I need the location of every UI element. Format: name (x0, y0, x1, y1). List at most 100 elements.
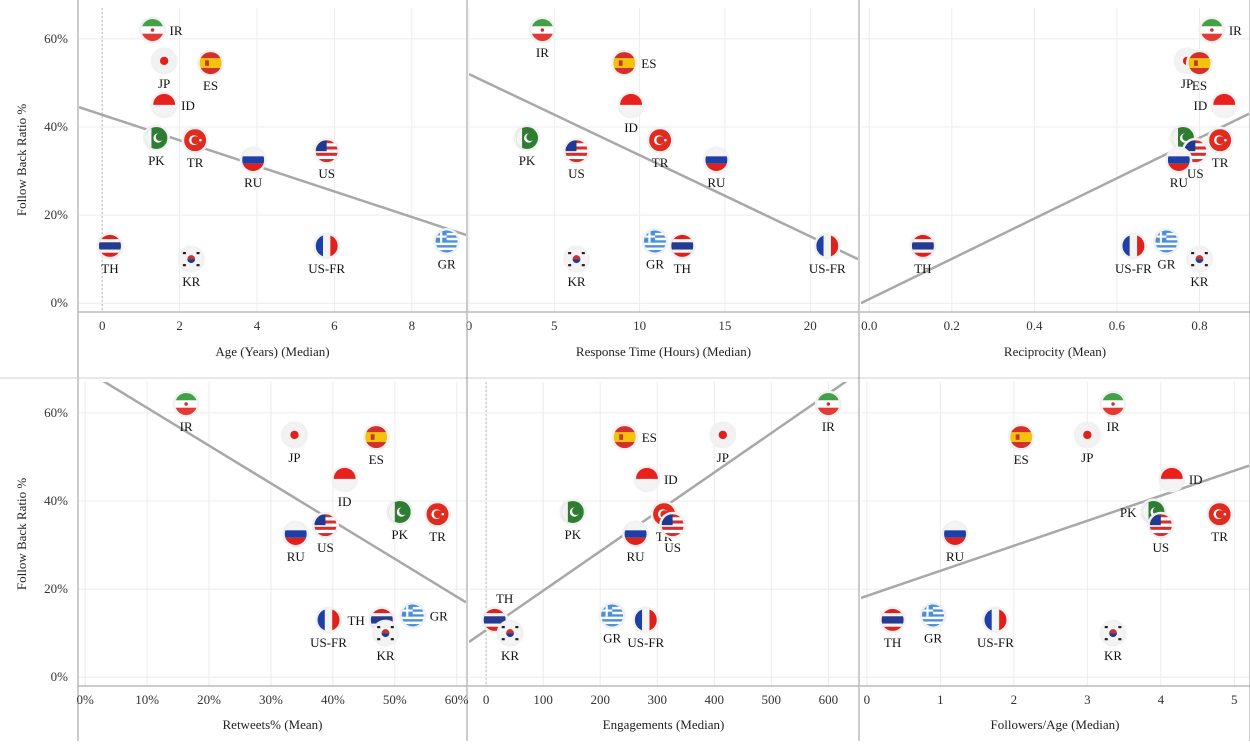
flag-marker-ru (941, 520, 969, 548)
x-tick-label: 0% (77, 692, 95, 707)
point-label: TH (914, 261, 931, 276)
flag-marker-id (150, 91, 178, 119)
flag-marker-pk (559, 498, 587, 526)
point-label: KR (1190, 274, 1208, 289)
point-label: RU (707, 175, 726, 190)
flag-marker-kr (1185, 245, 1213, 273)
flag-marker-kr (496, 619, 524, 647)
x-tick-label: 0.6 (1109, 318, 1126, 333)
point-label: GR (646, 257, 664, 272)
x-axis-title: Followers/Age (Median) (991, 717, 1120, 732)
y-tick-label: 40% (44, 119, 68, 134)
scatter-panel: 0 5 10 15 20 Response Time (Hours) (Median) (466, 0, 860, 372)
flag-marker-us-fr (1119, 232, 1147, 260)
point-label: JP (158, 76, 170, 91)
flag-marker-us (659, 511, 687, 539)
flag-marker-jp (280, 421, 308, 449)
x-tick-label: 4 (1158, 692, 1165, 707)
point-label: RU (1170, 175, 1189, 190)
flag-marker-id (1158, 465, 1186, 493)
point-label: ES (369, 452, 384, 467)
point-label: IR (180, 419, 193, 434)
point-label: TH (496, 591, 513, 606)
point-label: TH (347, 613, 364, 628)
flag-marker-es (610, 49, 638, 77)
flag-marker-us-fr (813, 232, 841, 260)
point-label: ES (642, 430, 657, 445)
flag-marker-es (197, 49, 225, 77)
flag-marker-ir (1099, 390, 1127, 418)
flag-marker-pk (142, 124, 170, 152)
point-label: PK (1120, 505, 1137, 520)
x-tick-label: 500 (762, 692, 782, 707)
x-axis-title: Response Time (Hours) (Median) (576, 344, 751, 359)
scatter-panel: 0 2 4 6 8 Age (Years) (Median) (78, 0, 468, 372)
y-tick-label: 0% (51, 295, 69, 310)
point-label: KR (567, 274, 585, 289)
point-label: US-FR (809, 261, 846, 276)
flag-marker-us-fr (632, 606, 660, 634)
point-label: US-FR (977, 635, 1014, 650)
x-tick-label: 100 (533, 692, 553, 707)
point-label: PK (564, 527, 581, 542)
x-tick-label: 4 (254, 318, 261, 333)
x-tick-label: 5 (1231, 692, 1238, 707)
point-label: ES (203, 78, 218, 93)
flag-marker-gr (641, 228, 669, 256)
flag-marker-gr (399, 602, 427, 630)
x-tick-label: 0 (864, 692, 871, 707)
point-label: TR (652, 155, 669, 170)
y-tick-label: 0% (51, 669, 69, 684)
point-label: TH (674, 261, 691, 276)
x-tick-label: 300 (647, 692, 667, 707)
flag-marker-gr (598, 602, 626, 630)
y-tick-label: 40% (44, 493, 68, 508)
flag-marker-jp (709, 421, 737, 449)
point-label: US (318, 166, 335, 181)
point-label: JP (1081, 450, 1093, 465)
point-label: KR (1104, 648, 1122, 663)
flag-marker-ir (139, 16, 167, 44)
flag-marker-pk (386, 498, 414, 526)
flag-marker-kr (1099, 619, 1127, 647)
point-label: ID (338, 494, 352, 509)
point-label: ID (624, 120, 638, 135)
point-label: IR (822, 419, 835, 434)
x-tick-label: 0 (483, 692, 490, 707)
point-label: RU (244, 175, 263, 190)
flag-marker-es (1185, 49, 1213, 77)
point-label: US-FR (310, 635, 347, 650)
point-label: TH (884, 635, 901, 650)
point-label: US (568, 166, 585, 181)
point-label: ES (1014, 452, 1029, 467)
flag-marker-ir (1198, 16, 1226, 44)
flag-marker-jp (1073, 421, 1101, 449)
flag-marker-us (313, 137, 341, 165)
point-label: RU (287, 549, 306, 564)
point-label: ID (1189, 472, 1203, 487)
point-label: TR (1212, 155, 1229, 170)
point-label: TR (1211, 529, 1228, 544)
x-tick-label: 0 (466, 318, 473, 333)
point-label: ID (664, 472, 678, 487)
x-tick-label: 0.2 (944, 318, 960, 333)
flag-marker-us (1181, 137, 1209, 165)
flag-marker-es (362, 423, 390, 451)
flag-marker-id (633, 465, 661, 493)
point-label: GR (430, 609, 448, 624)
x-tick-label: 50% (383, 692, 407, 707)
flag-marker-us (1147, 511, 1175, 539)
flag-marker-ru (282, 520, 310, 548)
point-label: KR (501, 648, 519, 663)
point-label: RU (946, 549, 965, 564)
flag-marker-kr (177, 245, 205, 273)
x-axis-title: Reciprocity (Mean) (1004, 344, 1106, 359)
flag-marker-gr (919, 602, 947, 630)
x-tick-label: 8 (409, 318, 416, 333)
point-label: US-FR (627, 635, 664, 650)
y-tick-label: 20% (44, 581, 68, 596)
flag-marker-us (311, 511, 339, 539)
flag-marker-id (331, 465, 359, 493)
point-label: IR (536, 45, 549, 60)
